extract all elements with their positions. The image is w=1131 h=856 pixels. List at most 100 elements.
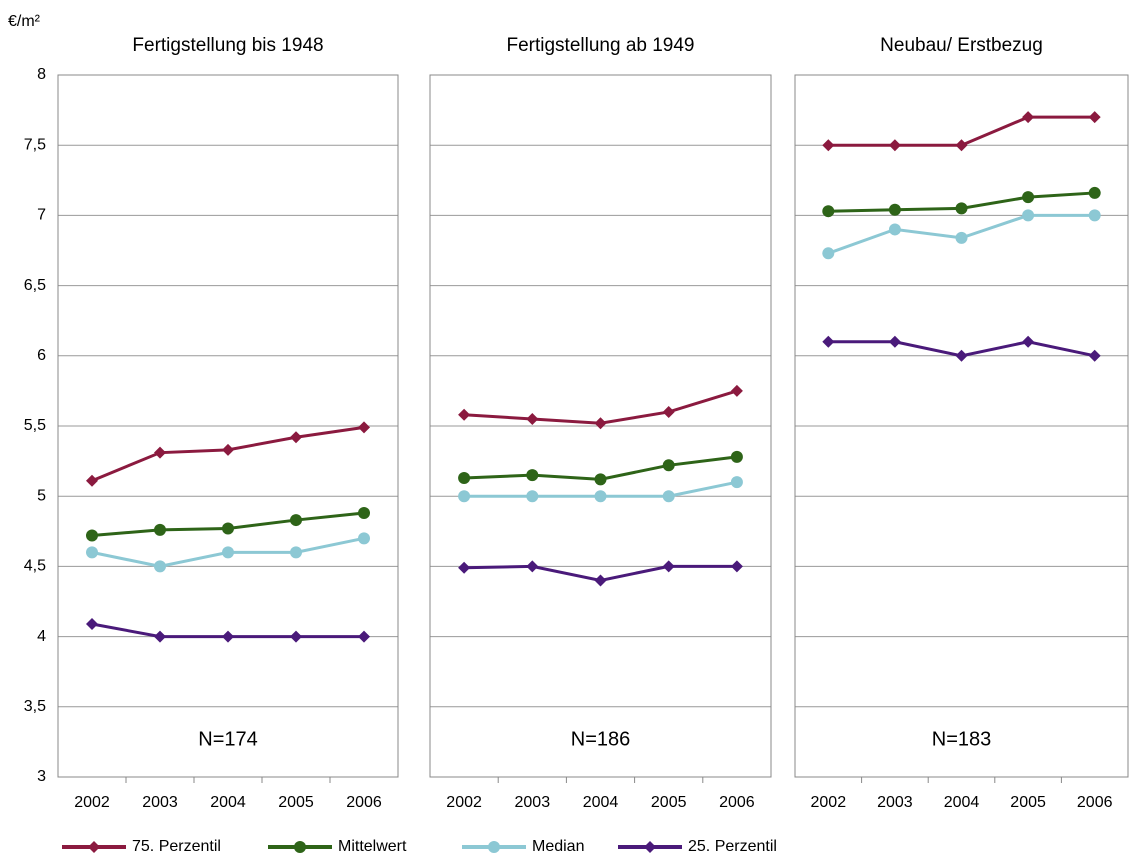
marker bbox=[1022, 209, 1035, 222]
marker bbox=[290, 630, 302, 643]
marker bbox=[822, 335, 835, 348]
marker bbox=[154, 523, 166, 536]
marker bbox=[290, 514, 302, 527]
marker bbox=[154, 630, 166, 643]
marker bbox=[222, 522, 234, 535]
marker bbox=[955, 139, 968, 152]
y-tick-label: 5 bbox=[37, 487, 46, 504]
marker bbox=[358, 507, 370, 520]
y-tick-label: 3,5 bbox=[24, 698, 46, 715]
marker bbox=[86, 617, 98, 630]
marker bbox=[662, 405, 675, 418]
x-tick-label: 2004 bbox=[944, 794, 980, 811]
y-tick-label: 4 bbox=[37, 628, 46, 645]
legend-label: Mittelwert bbox=[338, 838, 407, 855]
marker bbox=[822, 205, 835, 218]
marker bbox=[730, 476, 743, 489]
marker bbox=[526, 560, 539, 573]
annotation: N=174 bbox=[198, 728, 258, 750]
y-tick-label: 7 bbox=[37, 207, 46, 224]
marker bbox=[955, 202, 968, 215]
annotation: N=183 bbox=[932, 728, 992, 750]
legend-marker bbox=[294, 841, 306, 853]
marker bbox=[662, 490, 675, 503]
marker bbox=[594, 473, 607, 486]
marker bbox=[222, 546, 234, 559]
x-tick-label: 2004 bbox=[210, 794, 246, 811]
marker bbox=[290, 546, 302, 559]
y-tick-label: 8 bbox=[37, 66, 46, 83]
marker bbox=[1088, 209, 1101, 222]
marker bbox=[594, 417, 607, 430]
marker bbox=[154, 560, 166, 573]
y-tick-label: 6,5 bbox=[24, 277, 46, 294]
plot-frame bbox=[57, 74, 399, 778]
marker bbox=[1022, 335, 1035, 348]
marker bbox=[822, 139, 835, 152]
y-tick-label: 6 bbox=[37, 347, 46, 364]
y-tick-label: 5,5 bbox=[24, 417, 46, 434]
marker bbox=[955, 349, 968, 362]
marker bbox=[1088, 111, 1101, 124]
x-tick-label: 2003 bbox=[877, 794, 913, 811]
y-tick-label: 7,5 bbox=[24, 136, 46, 153]
marker bbox=[458, 471, 471, 484]
marker bbox=[526, 490, 539, 503]
marker bbox=[86, 474, 98, 487]
x-tick-label: 2006 bbox=[719, 794, 755, 811]
marker bbox=[1088, 349, 1101, 362]
annotation: N=186 bbox=[571, 728, 631, 750]
marker bbox=[358, 532, 370, 545]
x-tick-label: 2002 bbox=[811, 794, 847, 811]
marker bbox=[888, 139, 901, 152]
marker bbox=[888, 223, 901, 236]
x-tick-label: 2006 bbox=[1077, 794, 1113, 811]
x-tick-label: 2003 bbox=[142, 794, 178, 811]
legend-label: 25. Perzentil bbox=[688, 838, 777, 855]
legend-label: Median bbox=[532, 838, 584, 855]
panel-title: Neubau/ Erstbezug bbox=[880, 35, 1043, 56]
marker bbox=[662, 560, 675, 573]
y-tick-label: 4,5 bbox=[24, 558, 46, 575]
x-tick-label: 2002 bbox=[74, 794, 110, 811]
x-tick-label: 2005 bbox=[278, 794, 314, 811]
panel-title: Fertigstellung bis 1948 bbox=[132, 35, 323, 56]
x-tick-label: 2003 bbox=[515, 794, 551, 811]
marker bbox=[222, 630, 234, 643]
marker bbox=[730, 384, 743, 397]
marker bbox=[730, 560, 743, 573]
x-tick-label: 2005 bbox=[651, 794, 687, 811]
x-tick-label: 2004 bbox=[583, 794, 619, 811]
marker bbox=[1022, 191, 1035, 204]
plot-frame bbox=[429, 74, 772, 778]
marker bbox=[594, 574, 607, 587]
marker bbox=[222, 443, 234, 456]
plot-frame bbox=[794, 74, 1129, 778]
marker bbox=[1088, 186, 1101, 199]
marker bbox=[86, 529, 98, 542]
marker bbox=[822, 247, 835, 260]
marker bbox=[888, 335, 901, 348]
legend-label: 75. Perzentil bbox=[132, 838, 221, 855]
marker bbox=[730, 450, 743, 463]
legend-marker bbox=[88, 841, 100, 853]
marker bbox=[458, 408, 471, 421]
marker bbox=[526, 412, 539, 425]
marker bbox=[154, 446, 166, 459]
y-axis-label: €/m² bbox=[8, 13, 41, 30]
marker bbox=[526, 469, 539, 482]
marker bbox=[458, 490, 471, 503]
y-tick-label: 3 bbox=[37, 768, 46, 785]
marker bbox=[458, 561, 471, 574]
x-tick-label: 2002 bbox=[446, 794, 482, 811]
marker bbox=[955, 231, 968, 244]
panel-title: Fertigstellung ab 1949 bbox=[506, 35, 694, 56]
marker bbox=[594, 490, 607, 503]
marker bbox=[358, 421, 370, 434]
marker bbox=[888, 203, 901, 216]
marker bbox=[86, 546, 98, 559]
marker bbox=[1022, 111, 1035, 124]
x-tick-label: 2005 bbox=[1010, 794, 1046, 811]
